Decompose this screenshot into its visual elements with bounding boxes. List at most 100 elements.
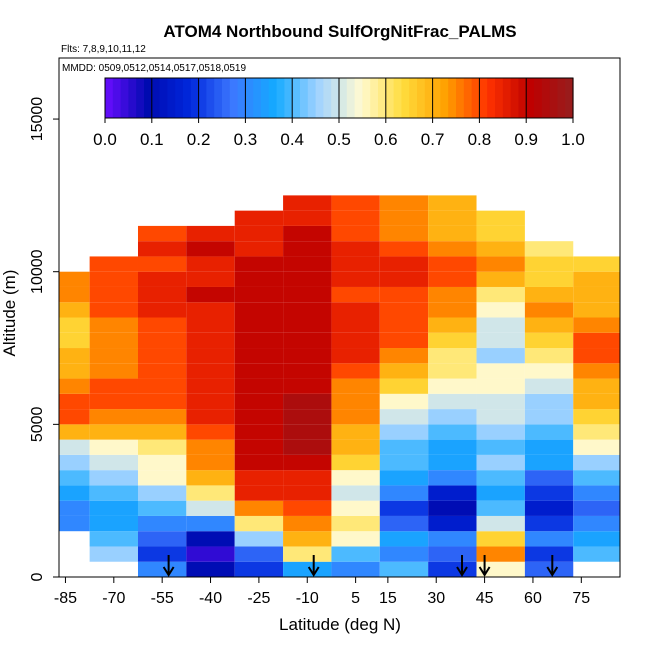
heatmap-cell <box>379 348 429 364</box>
heatmap-cell <box>379 286 429 303</box>
heatmap-cell <box>331 561 380 577</box>
colorbar-segment <box>424 78 434 118</box>
heatmap-cell <box>524 454 574 471</box>
heatmap-cell <box>573 256 620 272</box>
heatmap-cell <box>428 195 477 211</box>
heatmap-cell <box>428 439 477 455</box>
heatmap-cell <box>283 241 332 257</box>
heatmap-cell <box>331 500 380 516</box>
heatmap-cell <box>234 225 284 242</box>
heatmap-cell <box>524 271 574 287</box>
heatmap-cell <box>379 241 429 257</box>
heatmap-cell <box>59 271 90 287</box>
colorbar-segment <box>128 78 137 118</box>
heatmap-cell <box>524 241 574 257</box>
heatmap-cell <box>283 332 332 349</box>
heatmap-cell <box>283 378 332 394</box>
heatmap-cell <box>476 317 525 333</box>
colorbar-segment <box>518 78 527 118</box>
heatmap-cell <box>379 409 429 425</box>
heatmap-cell <box>428 241 477 257</box>
heatmap-cell <box>379 500 429 516</box>
colorbar-segment <box>112 78 122 118</box>
heatmap-cell <box>331 454 380 471</box>
heatmap-cell <box>476 454 525 471</box>
heatmap-cell <box>379 470 429 486</box>
heatmap-cell <box>573 271 620 287</box>
heatmap-cell <box>186 546 235 562</box>
heatmap-cell <box>89 393 138 410</box>
heatmap-cell <box>331 393 380 410</box>
heatmap-cell <box>476 378 525 394</box>
heatmap-cell <box>186 363 235 379</box>
heatmap-cell <box>428 271 477 287</box>
heatmap-cell <box>89 454 138 471</box>
colorbar-segment <box>268 78 278 118</box>
heatmap-cell <box>524 332 574 349</box>
heatmap-cell <box>59 515 90 532</box>
heatmap-cell <box>234 546 284 562</box>
heatmap-cell <box>476 485 525 501</box>
colorbar-segment <box>222 78 231 118</box>
colorbar-segment <box>557 78 566 118</box>
heatmap-cell <box>428 393 477 410</box>
heatmap-cell <box>283 470 332 486</box>
heatmap-cell <box>476 348 525 364</box>
colorbar-segment <box>276 78 285 118</box>
heatmap-cell <box>59 454 90 471</box>
heatmap-cell <box>137 317 187 333</box>
heatmap-cell <box>186 317 235 333</box>
colorbar-segment <box>339 78 348 118</box>
x-tick-label: 60 <box>524 590 542 607</box>
heatmap-cell <box>428 286 477 303</box>
heatmap-cell <box>234 378 284 394</box>
heatmap-cell <box>137 515 187 532</box>
heatmap-cell <box>283 348 332 364</box>
heatmap-cell <box>379 302 429 318</box>
heatmap-cell <box>137 485 187 501</box>
heatmap-cell <box>428 302 477 318</box>
heatmap-cell <box>283 454 332 471</box>
heatmap-cell <box>234 561 284 577</box>
heatmap-cell <box>331 363 380 379</box>
heatmap-cell <box>428 363 477 379</box>
colorbar-segment <box>354 78 363 118</box>
colorbar-segment <box>105 78 114 118</box>
heatmap-cell <box>573 317 620 333</box>
heatmap-cell <box>234 531 284 547</box>
heatmap-cell <box>379 454 429 471</box>
heatmap-cell <box>234 454 284 471</box>
heatmap-cell <box>234 439 284 455</box>
colorbar-segment <box>167 78 176 118</box>
colorbar-segment <box>401 78 410 118</box>
heatmap-cell <box>59 424 90 440</box>
heatmap-cell <box>476 409 525 425</box>
colorbar-segment <box>245 78 254 118</box>
heatmap-cell <box>331 424 380 440</box>
y-tick-label: 0 <box>29 572 46 581</box>
heatmap-cell <box>331 515 380 532</box>
colorbar-tick-label: 0.9 <box>514 130 538 149</box>
flights-note: Flts: 7,8,9,10,11,12 <box>61 44 146 55</box>
heatmap-cell <box>428 454 477 471</box>
heatmap-cell <box>379 271 429 287</box>
heatmap-cell <box>428 348 477 364</box>
heatmap-cell <box>186 393 235 410</box>
heatmap-cell <box>331 225 380 242</box>
heatmap-cell <box>234 317 284 333</box>
heatmap-cell <box>234 241 284 257</box>
colorbar-tick-label: 0.3 <box>234 130 258 149</box>
colorbar-segment <box>346 78 356 118</box>
heatmap-cell <box>89 409 138 425</box>
colorbar-segment <box>120 78 129 118</box>
heatmap-cell <box>476 393 525 410</box>
colorbar-segment <box>471 78 480 118</box>
heatmap-cell <box>476 515 525 532</box>
heatmap-cell <box>89 470 138 486</box>
x-axis-label: Latitude (deg N) <box>279 615 401 634</box>
heatmap-cell <box>59 286 90 303</box>
colorbar-segment <box>385 78 395 118</box>
heatmap-cell <box>573 470 620 486</box>
flight-arrow-head <box>546 566 559 577</box>
